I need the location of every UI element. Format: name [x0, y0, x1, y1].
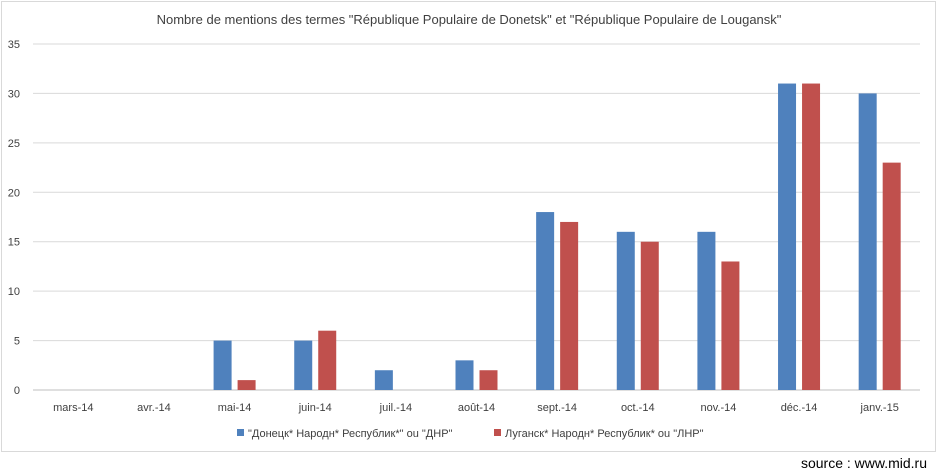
bar-series-1	[697, 231, 716, 390]
chart-title: Nombre de mentions des termes "Républiqu…	[157, 12, 782, 27]
bar-series-2	[882, 162, 901, 390]
y-tick-label: 20	[8, 187, 20, 199]
bar-series-2	[237, 380, 256, 390]
legend-label-1: "Донецк* Народн* Республик*" ou "ДНР"	[248, 428, 453, 440]
y-axis-ticks: 0 5 10 15 20 25 30 35	[8, 39, 20, 397]
gridlines	[33, 43, 920, 391]
bar-series-2	[560, 221, 579, 390]
x-tick-label: sept.-14	[537, 402, 577, 414]
y-tick-label: 30	[8, 88, 20, 100]
bar-series-1	[213, 340, 232, 390]
x-tick-label: nov.-14	[700, 402, 736, 414]
bar-series-1	[455, 360, 474, 390]
bar-series-2	[640, 241, 659, 390]
legend-label-2: Луганск* Народн* Республик* ou "ЛНР"	[505, 428, 704, 440]
bar-series-1	[374, 370, 393, 390]
x-tick-label: mars-14	[53, 402, 93, 414]
x-tick-label: juil.-14	[379, 402, 412, 414]
bar-series-1	[616, 231, 635, 390]
x-tick-label: juin-14	[298, 402, 332, 414]
x-tick-label: août-14	[458, 402, 495, 414]
y-tick-label: 15	[8, 237, 20, 249]
y-tick-label: 0	[14, 385, 20, 397]
y-tick-label: 35	[8, 39, 20, 51]
bar-series-1	[778, 83, 797, 391]
x-tick-label: janv.-15	[860, 402, 899, 414]
source-note: source : www.mid.ru	[800, 455, 927, 471]
legend: "Донецк* Народн* Республик*" ou "ДНР" Луг…	[237, 428, 704, 440]
bar-series-1	[294, 340, 313, 390]
bar-series-1	[536, 212, 555, 390]
bar-series-2	[721, 261, 740, 390]
y-tick-label: 25	[8, 138, 20, 150]
legend-swatch-2	[494, 429, 501, 436]
bar-series-2	[802, 83, 821, 391]
bar-series-2	[479, 370, 498, 390]
bar-series-2	[318, 330, 337, 390]
x-tick-label: oct.-14	[621, 402, 655, 414]
x-tick-label: déc.-14	[781, 402, 818, 414]
bars	[213, 83, 901, 391]
x-tick-label: avr.-14	[137, 402, 171, 414]
x-axis-ticks: mars-14 avr.-14 mai-14 juin-14 juil.-14 août-…	[53, 402, 899, 414]
bar-series-1	[858, 93, 877, 390]
legend-swatch-1	[237, 429, 244, 436]
x-tick-label: mai-14	[218, 402, 252, 414]
y-tick-label: 10	[8, 286, 20, 298]
y-tick-label: 5	[14, 336, 20, 348]
